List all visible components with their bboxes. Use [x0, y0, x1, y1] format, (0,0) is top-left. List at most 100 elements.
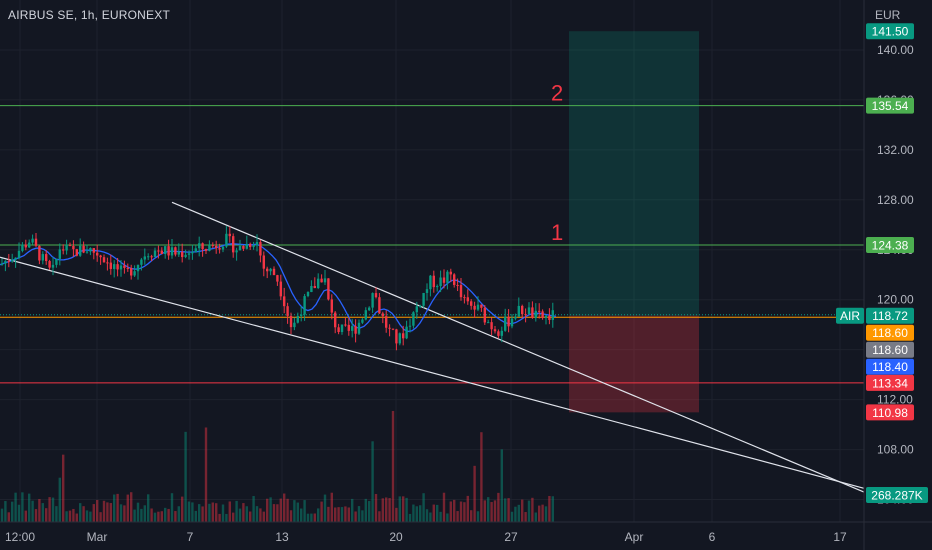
volume-bar	[415, 506, 418, 522]
volume-bar	[480, 432, 483, 522]
candle-body	[55, 258, 58, 265]
candle-body	[259, 242, 262, 256]
candle-body	[398, 333, 401, 344]
volume-bar	[24, 510, 27, 522]
candle-body	[391, 328, 395, 330]
volume-bar	[504, 498, 507, 522]
candle-body	[215, 245, 218, 249]
price-badge-5-text: 118.60	[872, 343, 908, 357]
level-number-1: 1	[551, 220, 563, 245]
candle-body	[289, 315, 293, 328]
candle-body	[419, 305, 422, 307]
volume-bar	[157, 511, 160, 522]
volume-bar	[419, 505, 422, 522]
symbol-badge-text: AIR	[840, 309, 860, 323]
candle-body	[45, 254, 48, 262]
volume-bar	[374, 493, 378, 522]
candle-body	[470, 301, 473, 306]
volume-bar	[283, 493, 286, 522]
candle-body	[201, 243, 204, 250]
volume-bar	[34, 509, 38, 522]
candle-body	[476, 304, 480, 310]
volume-bar	[340, 507, 344, 522]
volume-bar	[266, 498, 269, 522]
volume-bar	[184, 431, 187, 522]
volume-bar	[320, 501, 323, 522]
candle-body	[140, 259, 143, 265]
chart-title: AIRBUS SE, 1h, EURONEXT	[8, 8, 170, 22]
volume-bar	[85, 510, 89, 522]
candle-body	[89, 248, 92, 252]
volume-bar	[198, 504, 201, 522]
volume-bar	[113, 494, 116, 522]
candle-body	[109, 262, 112, 269]
time-axis: 12:00 Mar 7 13 20 27 Apr 6 17	[5, 530, 847, 544]
candle-body	[514, 316, 517, 319]
candle-body	[34, 238, 38, 246]
volume-bar	[300, 508, 303, 522]
volume-bar	[323, 494, 327, 522]
candle-body	[306, 292, 310, 297]
volume-bar	[303, 500, 306, 522]
volume-bar	[204, 427, 208, 522]
volume-bar	[310, 513, 313, 522]
volume-bar	[228, 501, 231, 522]
volume-badge-text: 268.287K	[871, 489, 922, 503]
volume-bar	[55, 506, 58, 522]
volume-bar	[470, 510, 473, 522]
candle-body	[317, 278, 320, 289]
candle-body	[368, 307, 371, 311]
volume-bar	[548, 495, 551, 522]
volume-bar	[170, 493, 174, 522]
candle-body	[357, 322, 361, 334]
volume-bar	[123, 505, 126, 522]
candle-body	[395, 329, 398, 344]
volume-bar	[463, 502, 466, 522]
candle-body	[412, 312, 415, 326]
x-tick-label: 6	[709, 530, 716, 544]
volume-bar	[398, 496, 401, 522]
volume-bar	[276, 504, 279, 522]
volume-bar	[493, 500, 497, 522]
volume-bar	[4, 501, 7, 522]
volume-bar	[422, 493, 425, 522]
candle-body	[4, 260, 7, 264]
volume-bar	[164, 507, 167, 522]
candle-body	[405, 326, 408, 339]
candle-body	[551, 310, 554, 320]
candle-body	[385, 316, 388, 328]
candle-body	[402, 333, 405, 339]
candle-body	[524, 314, 527, 316]
x-tick-label: 12:00	[5, 530, 35, 544]
candle-body	[113, 264, 116, 269]
candle-body	[11, 259, 14, 262]
volume-bar	[456, 511, 459, 522]
moving-average-line	[0, 243, 557, 333]
volume-bar	[187, 501, 191, 522]
volume-bar	[269, 497, 272, 522]
candle-body	[31, 238, 34, 243]
volume-bar	[446, 513, 449, 522]
candle-body	[442, 277, 446, 283]
x-tick-label: Apr	[625, 530, 644, 544]
candle-body	[51, 264, 55, 268]
candle-body	[133, 271, 136, 276]
candle-body	[327, 278, 330, 300]
volume-bar	[334, 507, 337, 522]
candle-body	[208, 245, 211, 251]
y-tick-label: 140.00	[877, 43, 914, 57]
candle-body	[184, 254, 187, 258]
price-badge-5-bg	[866, 341, 914, 358]
volume-bar	[476, 511, 480, 522]
price-badge-3-text: 118.72	[872, 309, 908, 323]
volume-bar	[368, 501, 371, 522]
volume-bar	[143, 505, 146, 522]
candle-body	[228, 233, 231, 237]
volume-bar	[347, 507, 350, 522]
candle-body	[157, 250, 160, 252]
x-tick-label: 7	[187, 530, 194, 544]
volume-bar	[194, 510, 197, 522]
candle-body	[374, 293, 378, 298]
candle-body	[191, 251, 194, 254]
